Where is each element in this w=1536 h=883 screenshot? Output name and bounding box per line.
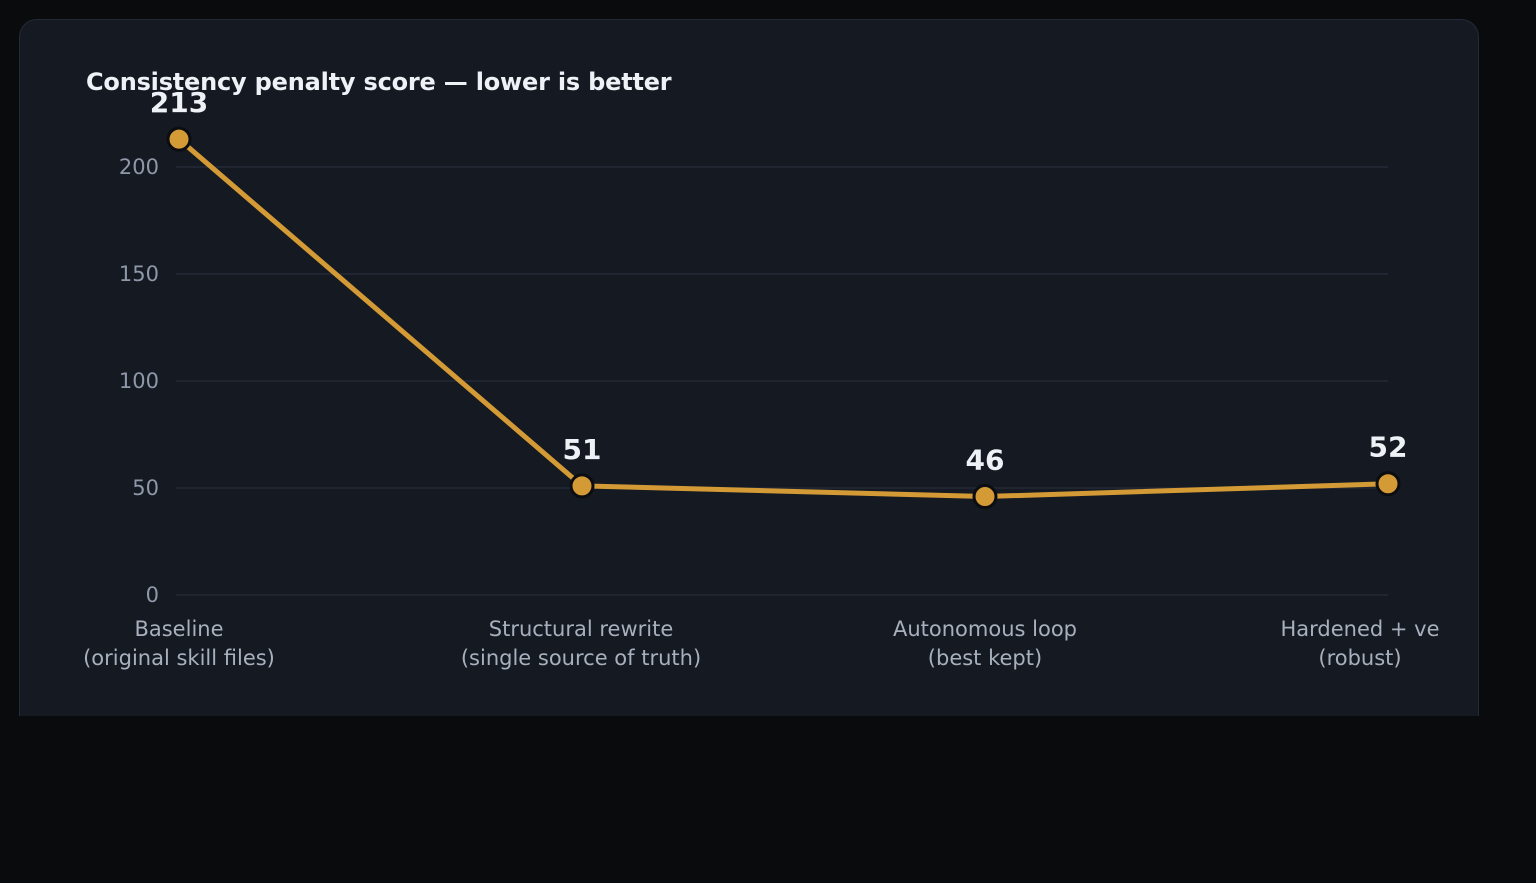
- y-tick-label: 100: [119, 369, 159, 393]
- x-category-label: Autonomous loop (best kept): [893, 617, 1077, 670]
- data-point: [1375, 471, 1401, 497]
- series-markers: [166, 126, 1401, 510]
- chart-card: [19, 19, 1479, 741]
- x-category-label: Baseline (original skill files): [83, 617, 275, 670]
- x-axis-categories: Baseline (original skill files) Structural…: [83, 617, 1439, 670]
- x-category-line: (best kept): [928, 646, 1042, 670]
- x-category-line: Autonomous loop: [893, 617, 1077, 641]
- y-tick-label: 0: [146, 583, 159, 607]
- data-label: 213: [150, 86, 208, 119]
- series-line: [176, 136, 1391, 500]
- x-category-label: Hardened + ve (robust): [1280, 617, 1439, 670]
- data-point: [166, 126, 192, 152]
- data-label: 46: [966, 444, 1005, 477]
- series-polyline: [176, 136, 1391, 500]
- data-point: [972, 484, 998, 510]
- x-category-line: (original skill files): [83, 646, 275, 670]
- x-category-line: (single source of truth): [461, 646, 701, 670]
- x-category-line: Baseline: [134, 617, 223, 641]
- y-tick-label: 50: [132, 476, 159, 500]
- x-category-line: Hardened + ve: [1280, 617, 1439, 641]
- x-category-line: (robust): [1318, 646, 1401, 670]
- x-category-line: Structural rewrite: [489, 617, 674, 641]
- viewport-bottom: [0, 716, 1536, 883]
- data-label: 51: [563, 433, 602, 466]
- data-point: [569, 473, 595, 499]
- data-label: 52: [1369, 431, 1408, 464]
- y-axis-ticks: 0 50 100 150 200: [119, 155, 159, 607]
- y-tick-label: 150: [119, 262, 159, 286]
- grid-lines: [176, 166, 1388, 596]
- data-labels: 213 51 46 52: [150, 86, 1408, 476]
- chart-title: Consistency penalty score — lower is bet…: [86, 68, 672, 96]
- y-tick-label: 200: [119, 155, 159, 179]
- x-category-label: Structural rewrite (single source of trut…: [461, 617, 701, 670]
